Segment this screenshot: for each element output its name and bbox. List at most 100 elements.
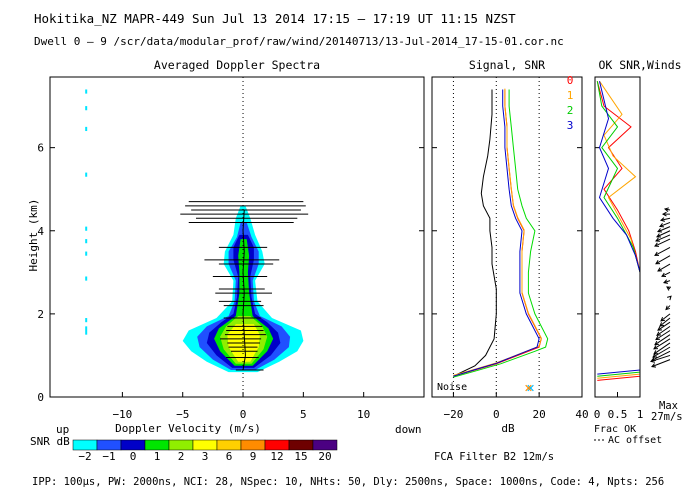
wind-barb-head-3 [652, 353, 658, 358]
colorbar-tick-1: −1 [102, 450, 115, 463]
colorbar-tick-6: 6 [226, 450, 233, 463]
mean-velocity-line [242, 209, 246, 371]
doppler-x-tick-label-0: −10 [112, 408, 132, 421]
wind-barb-16 [661, 271, 671, 277]
wind-barb-0 [651, 359, 671, 368]
wind-barb-4 [653, 342, 671, 355]
filter-label: FCA Filter B2 12m/s [434, 451, 554, 463]
wind-barb-head-26 [661, 211, 667, 217]
signal-x-tick-label-3: 40 [575, 408, 588, 421]
doppler-axes: −10 −5 0 5 10 0 2 4 6 [37, 142, 424, 421]
colorbar-swatch-5 [192, 439, 218, 451]
wind-barb-2 [651, 350, 671, 361]
signal-x-tick-label-0: −20 [443, 408, 463, 421]
wind-barb-8 [656, 325, 671, 336]
winds-panel-title: OK SNR,Winds [598, 58, 681, 72]
colorbar-swatch-3 [144, 439, 170, 451]
colorbar-tick-8: 12 [270, 450, 283, 463]
wind-barb-6 [654, 334, 671, 346]
legend-entry-1: 1 [567, 89, 574, 102]
colorbar-swatch-1 [96, 439, 122, 451]
colorbar-swatch-8 [264, 439, 290, 451]
doppler-corner-up-label: up [56, 423, 69, 436]
wind-barb-head-17 [657, 267, 663, 272]
frac-ok-label: Frac OK [594, 424, 636, 435]
wind-barb-21 [655, 234, 671, 242]
wind-barb-23 [657, 226, 671, 233]
colorbar-tick-3: 1 [154, 450, 161, 463]
colorbar-tick-0: −2 [78, 450, 91, 463]
wind-barb-15 [663, 280, 671, 284]
doppler-y-tick-label-0: 0 [37, 391, 44, 404]
wind-barb-9 [657, 321, 671, 331]
signal-marker-1: × [524, 381, 532, 397]
frac-ok-series-1 [597, 80, 641, 379]
colorbar-swatch-0 [72, 439, 98, 451]
colorbar-swatch-6 [216, 439, 242, 451]
wind-barb-head-14 [666, 286, 672, 291]
signal-panel-title: Signal, SNR [469, 58, 545, 72]
winds-legend: 0 1 2 3 [567, 74, 574, 132]
wind-barb-head-5 [653, 345, 659, 350]
wind-barb-25 [660, 217, 671, 221]
wind-barb-head-2 [651, 356, 657, 361]
signal-plot-content: ×× [452, 77, 549, 397]
doppler-plot-content [85, 77, 309, 397]
doppler-y-tick-label-1: 2 [37, 308, 44, 321]
doppler-panel-title: Averaged Doppler Spectra [154, 58, 320, 72]
ok-snr-winds-panel: OK SNR,Winds 0.5 1 0 0 1 2 3 Frac OK AC offse… [567, 58, 683, 446]
wind-barb-24 [659, 221, 671, 227]
frac-ok-series-2 [596, 81, 641, 377]
wind-barb-10 [659, 317, 671, 327]
wind-barb-head-15 [663, 279, 669, 284]
wind-barb-head-7 [655, 335, 661, 341]
colorbar-tick-5: 3 [202, 450, 209, 463]
colorbar-swatch-10 [312, 439, 338, 451]
wind-barb-head-11 [660, 317, 666, 322]
winds-max-label: Max [659, 400, 678, 412]
wind-barb-22 [656, 230, 671, 238]
wind-barb-17 [657, 263, 671, 272]
doppler-y-tick-label-3: 6 [37, 142, 44, 155]
wind-barbs [650, 207, 672, 368]
doppler-x-tick-label-4: 10 [357, 408, 370, 421]
wind-barb-head-20 [654, 242, 660, 247]
wind-barb-head-12 [665, 305, 670, 311]
frac-ok-x-tick-label-1: 1 [637, 408, 644, 421]
colorbar-tick-7: 9 [250, 450, 257, 463]
wind-barb-3 [652, 346, 671, 358]
frac-ok-x-tick-label-0: 0.5 [608, 408, 628, 421]
wind-barb-head-4 [653, 350, 659, 355]
doppler-y-axis-label: Height (km) [27, 199, 40, 272]
signal-series-snr2 [453, 89, 549, 378]
wind-barb-head-8 [656, 331, 662, 336]
frac-ok-series-3 [597, 81, 641, 375]
wind-barb-head-22 [656, 233, 662, 238]
colorbar-swatch-2 [120, 439, 146, 451]
header-file-path: Dwell 0 – 9 /scr/data/modular_prof/raw/w… [34, 35, 564, 48]
colorbar-tick-2: 0 [130, 450, 137, 463]
doppler-x-axis-label: Doppler Velocity (m/s) [115, 422, 261, 435]
wind-barb-19 [654, 246, 671, 256]
doppler-x-tick-label-2: 0 [240, 408, 247, 421]
doppler-y-tick-label-2: 4 [37, 225, 44, 238]
colorbar-swatch-7 [240, 439, 266, 451]
doppler-plot-frame [49, 76, 425, 398]
noise-label: Noise [437, 382, 467, 393]
wind-barb-head-18 [655, 260, 661, 265]
wind-barb-head-9 [657, 326, 663, 331]
signal-x-axis-label: dB [501, 422, 515, 435]
signal-series-snr3 [453, 89, 540, 377]
colorbar-tick-9: 15 [294, 450, 307, 463]
footer-params: IPP: 100μs, PW: 2000ns, NCI: 28, NSpec: … [32, 476, 664, 488]
wind-barb-head-13 [667, 295, 672, 301]
legend-entry-3: 3 [567, 119, 574, 132]
colorbar-swatches: −2 −1 0 1 2 3 6 9 12 15 20 [72, 439, 338, 463]
wind-barb-head-16 [661, 272, 667, 277]
signal-x-tick-label-2: 20 [533, 408, 546, 421]
winds-max-value: 27m/s [651, 411, 683, 423]
snr-colorbar: SNR dB −2 −1 0 1 2 3 6 9 12 15 20 [30, 435, 338, 463]
wind-barb-head-0 [651, 363, 657, 368]
signal-series-snr0 [453, 89, 542, 377]
